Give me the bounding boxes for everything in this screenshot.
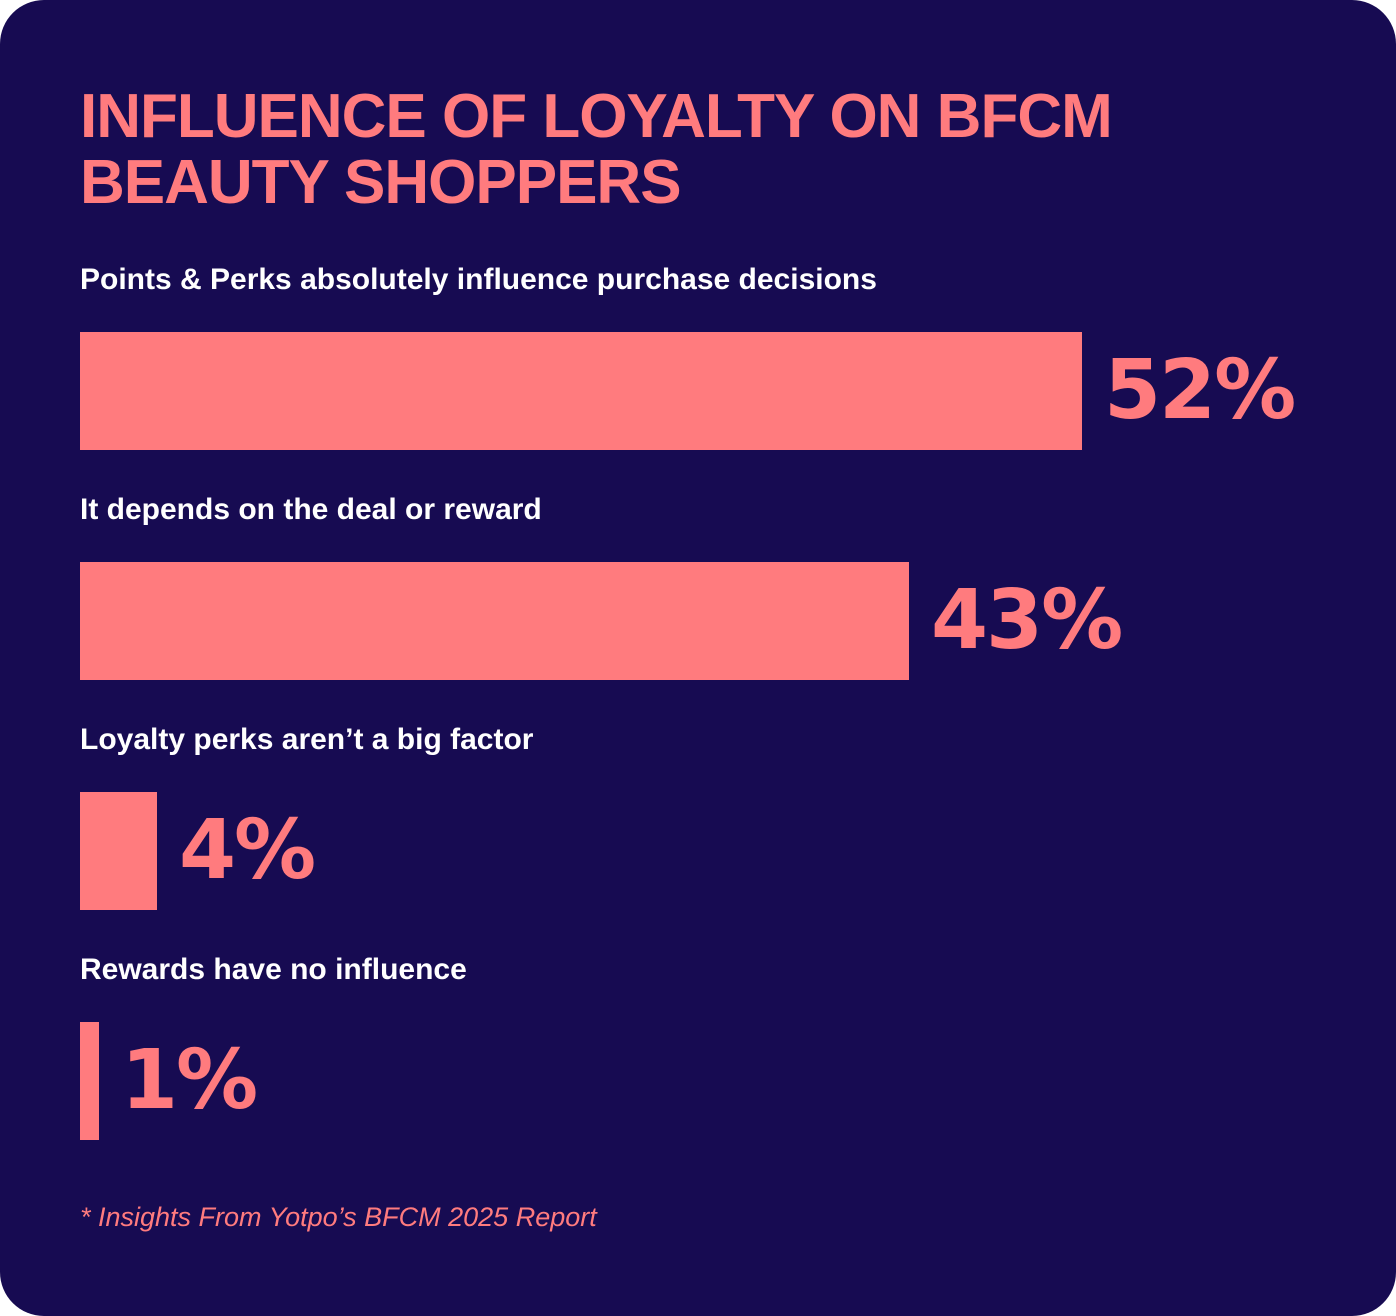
chart-title: INFLUENCE OF LOYALTY ON BFCM BEAUTY SHOP…	[80, 82, 1113, 217]
value-label: 1%	[121, 1033, 258, 1128]
value-label: 52%	[1104, 343, 1296, 438]
value-label: 4%	[179, 803, 316, 898]
source-footnote: * Insights From Yotpo’s BFCM 2025 Report	[80, 1202, 597, 1232]
bar	[80, 562, 909, 680]
category-label: Rewards have no influence	[80, 953, 467, 986]
category-label: Points & Perks absolutely influence purc…	[80, 263, 877, 296]
bar	[80, 792, 157, 910]
category-label: Loyalty perks aren’t a big factor	[80, 723, 534, 756]
bar	[80, 332, 1082, 450]
value-label: 43%	[931, 573, 1123, 668]
category-label: It depends on the deal or reward	[80, 493, 542, 526]
bar	[80, 1022, 99, 1140]
